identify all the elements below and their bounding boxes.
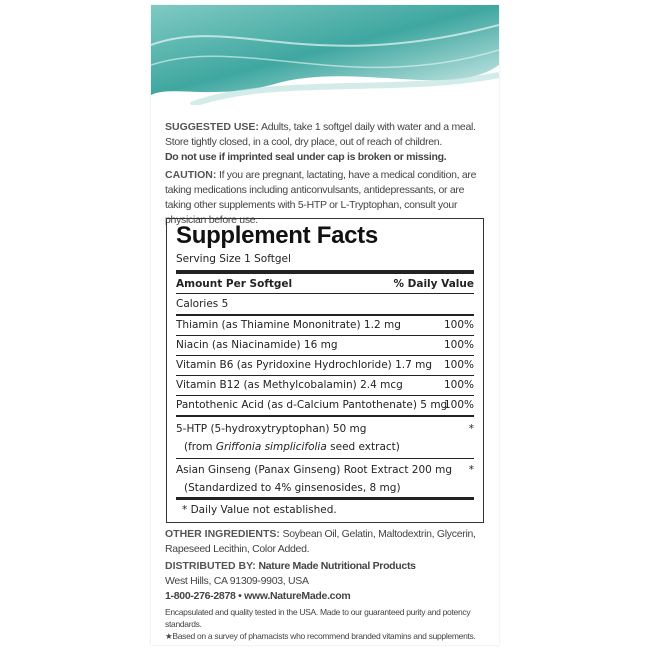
other-ingredients: OTHER INGREDIENTS: Soybean Oil, Gelatin,… — [165, 527, 490, 557]
fine-print-line1: Encapsulated and quality tested in the U… — [165, 607, 471, 629]
ginseng-standardization: (Standardized to 4% ginsenosides, 8 mg) — [184, 482, 401, 494]
suggested-use-line1: Adults, take 1 softgel daily with water … — [260, 121, 476, 133]
product-label: SUGGESTED USE: Adults, take 1 softgel da… — [151, 5, 499, 645]
thick-divider — [176, 270, 474, 274]
divider — [176, 335, 474, 336]
supplement-facts-panel: Supplement Facts Serving Size 1 Softgel … — [166, 218, 484, 523]
other-ingredients-heading: OTHER INGREDIENTS: — [165, 528, 280, 540]
nutrient-dv: 100% — [443, 399, 474, 411]
thick-divider — [176, 497, 474, 500]
footnote-text: * Daily Value not established. — [182, 504, 337, 516]
fine-print-line2: ★Based on a survey of phamacists who rec… — [165, 631, 476, 641]
nutrient-name: Niacin (as Niacinamide) 16 mg — [176, 339, 338, 351]
suggested-use-line2: Store tightly closed, in a cool, dry pla… — [165, 136, 442, 148]
ginseng-dv: * — [468, 464, 474, 476]
distributed-heading: DISTRIBUTED BY: — [165, 560, 256, 572]
distributed-by: DISTRIBUTED BY: Nature Made Nutritional … — [165, 559, 490, 604]
divider — [176, 293, 474, 294]
distributor-contact: 1-800-276-2878 • www.NatureMade.com — [165, 590, 351, 602]
htp-source-pre: (from — [184, 441, 216, 453]
divider — [176, 375, 474, 376]
caution-heading: CAUTION: — [165, 169, 217, 181]
nutrient-dv: 100% — [443, 319, 474, 331]
suggested-use: SUGGESTED USE: Adults, take 1 softgel da… — [165, 120, 490, 165]
nutrient-dv: 100% — [443, 359, 474, 371]
htp-source: (from Griffonia simplicifolia seed extra… — [184, 438, 400, 456]
nutrient-dv: 100% — [443, 379, 474, 391]
other-ingredients-text: Soybean Oil, Gelatin, Maltodextrin, Glyc… — [165, 528, 476, 555]
distributor-address: West Hills, CA 91309-9903, USA — [165, 575, 309, 587]
fine-print: Encapsulated and quality tested in the U… — [165, 606, 490, 642]
amount-header: Amount Per Softgel — [176, 278, 293, 290]
nutrient-name: Thiamin (as Thiamine Mononitrate) 1.2 mg — [176, 319, 401, 331]
divider — [176, 355, 474, 356]
dv-header: % Daily Value — [393, 278, 474, 290]
htp-dv: * — [468, 423, 474, 435]
wave-banner-graphic — [151, 5, 499, 105]
nutrient-dv: 100% — [443, 339, 474, 351]
distributor-name: Nature Made Nutritional Products — [258, 560, 416, 572]
serving-size-text: Serving Size 1 Softgel — [176, 253, 291, 265]
divider — [176, 395, 474, 396]
nutrient-name: Vitamin B12 (as Methylcobalamin) 2.4 mcg — [176, 379, 403, 391]
htp-source-species: Griffonia simplicifolia — [215, 441, 327, 453]
nutrient-name: Vitamin B6 (as Pyridoxine Hydrochloride)… — [176, 359, 433, 371]
divider — [176, 314, 474, 316]
htp-source-post: seed extract) — [326, 441, 400, 453]
nutrient-name: Pantothenic Acid (as d-Calcium Pantothen… — [176, 399, 448, 411]
htp-name: 5-HTP (5-hydroxytryptophan) 50 mg — [176, 423, 367, 435]
divider — [176, 458, 474, 459]
divider — [176, 415, 474, 417]
facts-title: Supplement Facts — [176, 222, 378, 249]
caution-text: If you are pregnant, lactating, have a m… — [165, 169, 477, 226]
calories-text: Calories 5 — [176, 298, 229, 310]
caution: CAUTION: If you are pregnant, lactating,… — [165, 168, 490, 228]
suggested-use-line3: Do not use if imprinted seal under cap i… — [165, 151, 447, 163]
ginseng-name: Asian Ginseng (Panax Ginseng) Root Extra… — [176, 464, 453, 476]
suggested-use-heading: SUGGESTED USE: — [165, 121, 259, 133]
